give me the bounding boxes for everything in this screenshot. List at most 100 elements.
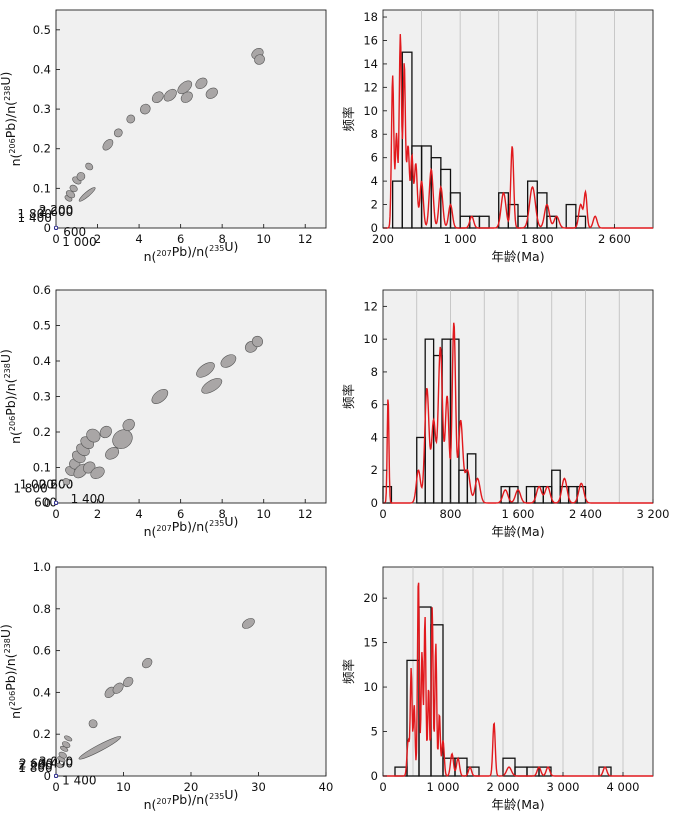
age-label: 2 600 — [19, 757, 53, 771]
error-ellipse — [62, 478, 71, 486]
x-tick-label: 12 — [298, 507, 313, 521]
y-tick-label: 0.1 — [33, 181, 51, 195]
y-tick-label: 0.6 — [33, 644, 51, 658]
x-tick-label: 2 600 — [598, 232, 631, 246]
age-label: 3 400 — [39, 757, 73, 771]
y-tick-label: 18 — [363, 10, 378, 24]
histogram-bar — [546, 215, 558, 229]
kde-curve — [383, 34, 653, 229]
error-ellipse — [69, 184, 78, 193]
y-tick-label: 8 — [371, 127, 378, 141]
y-tick-label: 0.3 — [33, 102, 51, 116]
error-ellipse — [65, 190, 76, 199]
x-tick-label: 6 — [177, 232, 184, 246]
error-ellipse — [88, 719, 98, 729]
x-axis-label: 年龄(Ma) — [491, 524, 544, 539]
histogram-bar — [466, 766, 480, 777]
histogram-bar — [576, 485, 587, 504]
error-ellipse — [177, 80, 193, 95]
x-tick-label: 1 800 — [521, 232, 554, 246]
error-ellipse — [254, 54, 265, 65]
y-tick-label: 6 — [371, 151, 378, 165]
error-ellipse — [112, 429, 133, 449]
y-tick-label: 1.0 — [33, 560, 51, 574]
y-tick-label: 16 — [363, 33, 378, 47]
y-tick-label: 0.4 — [33, 354, 51, 368]
x-tick-label: 30 — [251, 780, 266, 794]
error-ellipse — [90, 466, 105, 479]
y-tick-label: 4 — [371, 430, 378, 444]
y-tick-label: 4 — [371, 174, 378, 188]
error-ellipse — [201, 378, 223, 394]
x-tick-label: 20 — [184, 780, 199, 794]
error-ellipse — [196, 362, 215, 378]
y-axis-label: n(206Pb)/n(238U) — [0, 72, 23, 167]
histogram-bar — [449, 192, 461, 229]
x-axis-label: 年龄(Ma) — [491, 797, 544, 812]
y-tick-label: 15 — [363, 636, 378, 650]
x-tick-label: 0 — [379, 507, 386, 521]
y-axis-label: 频率 — [341, 384, 356, 409]
error-ellipse — [151, 91, 164, 104]
y-tick-label: 0 — [44, 221, 51, 235]
histogram-bar — [538, 766, 552, 777]
histogram-bar — [382, 485, 393, 504]
histogram-bar — [401, 51, 413, 229]
age-label: 1 800 — [13, 481, 47, 495]
error-ellipse — [141, 658, 153, 669]
y-tick-label: 20 — [363, 591, 378, 605]
plot-area — [382, 566, 654, 777]
x-axis-label: n(207Pb)/n(235U) — [144, 787, 239, 812]
error-ellipse — [195, 77, 208, 89]
histogram-panel-2: 200 1 000 1 800 2 600 0 2 4 6 8 10 12 14 16 18 年龄(Ma) 频… — [341, 9, 654, 264]
x-tick-label: 1 000 — [444, 232, 477, 246]
age-label: 1 800 — [18, 761, 52, 775]
error-ellipse — [251, 335, 263, 348]
y-tick-label: 12 — [363, 80, 378, 94]
x-tick-label: 12 — [298, 232, 313, 246]
error-ellipse — [86, 428, 101, 443]
y-tick-label: 0 — [371, 769, 378, 783]
x-tick-label: 2 000 — [487, 780, 520, 794]
x-tick-label: 10 — [116, 780, 131, 794]
y-tick-label: 2 — [371, 463, 378, 477]
error-ellipse — [105, 446, 120, 460]
x-tick-label: 40 — [319, 780, 334, 794]
y-tick-label: 2 — [371, 198, 378, 212]
x-axis-label: n(207Pb)/n(235U) — [144, 239, 239, 264]
x-tick-label: 1 000 — [427, 780, 460, 794]
x-tick-label: 4 — [135, 232, 142, 246]
x-tick-label: 3 200 — [637, 507, 670, 521]
age-label: 1 800 — [18, 207, 52, 221]
x-tick-label: 3 000 — [547, 780, 580, 794]
error-ellipse — [122, 418, 135, 431]
age-label: 600 — [63, 225, 86, 239]
y-tick-label: 14 — [363, 57, 378, 71]
histogram-panel-4: 0 800 1 600 2 400 3 200 0 2 4 6 8 10 12 年龄(Ma) 频率 — [341, 289, 670, 539]
y-tick-label: 0.6 — [33, 283, 51, 297]
error-ellipse — [76, 172, 86, 181]
error-ellipse — [205, 87, 218, 99]
x-tick-label: 0 — [52, 232, 59, 246]
age-marker — [54, 225, 59, 230]
age-label: 2 200 — [39, 203, 73, 217]
age-marker — [54, 500, 59, 505]
kde-curve — [383, 582, 653, 777]
error-ellipse — [99, 425, 112, 439]
x-axis-label: n(207Pb)/n(235U) — [144, 514, 239, 539]
y-tick-label: 0.2 — [33, 425, 51, 439]
y-axis-label: n(206Pb)/n(238U) — [0, 624, 23, 719]
age-label: 1 400 — [18, 211, 52, 225]
error-ellipse — [64, 735, 73, 742]
y-tick-label: 10 — [363, 680, 378, 694]
error-ellipse — [56, 762, 63, 769]
y-axis-label: n(206Pb)/n(238U) — [0, 349, 23, 444]
age-label: 1 000 — [20, 478, 54, 492]
y-tick-label: 0.5 — [33, 319, 51, 333]
error-ellipse — [60, 745, 69, 752]
plot-area — [55, 566, 327, 777]
y-tick-label: 0.3 — [33, 390, 51, 404]
